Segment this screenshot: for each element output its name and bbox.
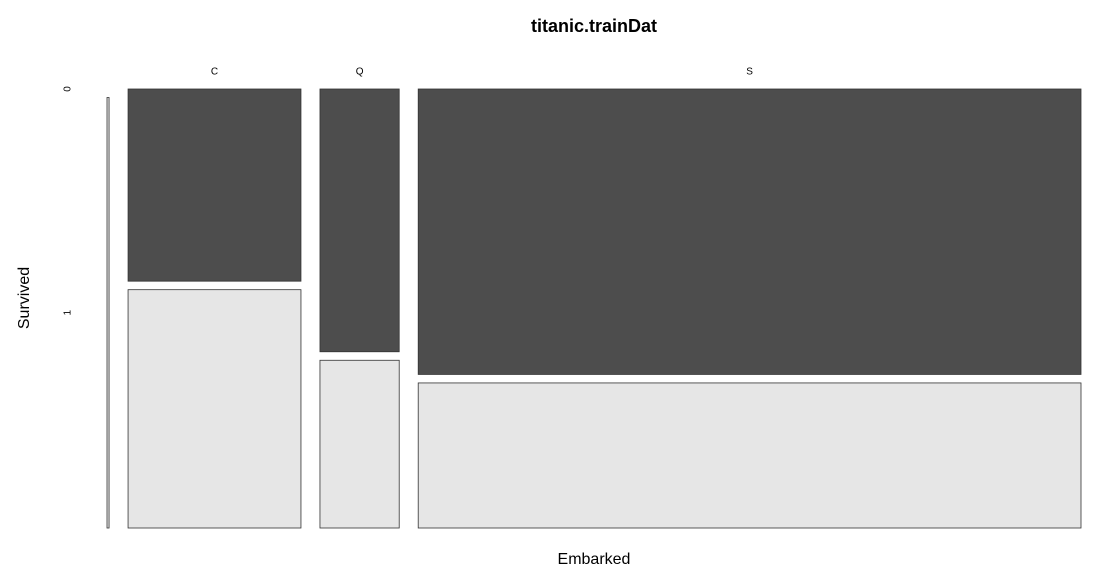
y-axis-label: Survived <box>16 267 33 329</box>
mosaic-tile <box>127 289 302 529</box>
x-tick-label: S <box>746 67 753 78</box>
mosaic-tile <box>417 88 1082 375</box>
mosaic-tile <box>127 88 302 282</box>
mosaic-tile <box>417 382 1082 529</box>
chart-title: titanic.trainDat <box>531 16 657 36</box>
x-axis-label: Embarked <box>558 551 631 568</box>
mosaic-tile <box>319 88 400 353</box>
y-tick-label: 0 <box>63 86 74 92</box>
mosaic-tile <box>106 97 110 529</box>
mosaic-tile <box>319 359 400 529</box>
x-tick-label: C <box>211 67 218 78</box>
y-tick-label: 1 <box>63 310 74 316</box>
x-tick-label: Q <box>356 67 364 78</box>
